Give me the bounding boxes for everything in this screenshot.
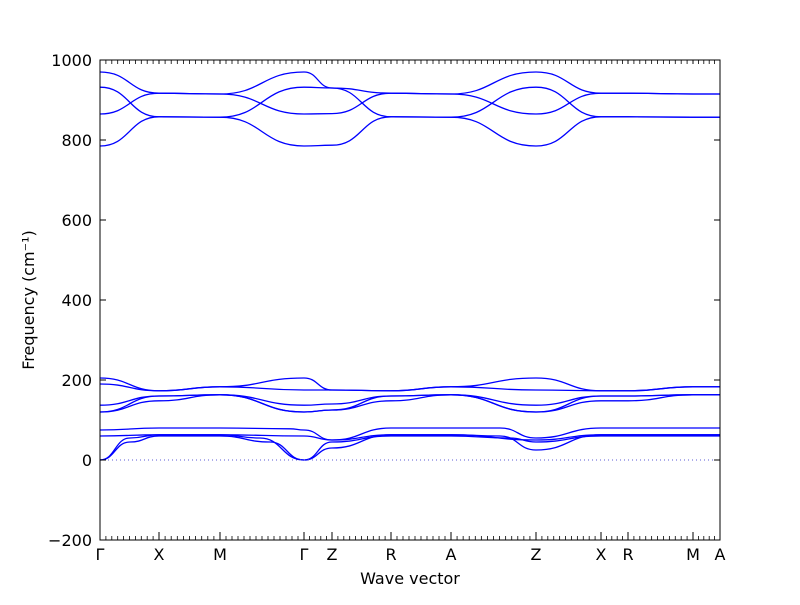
x-tick-label-A: A bbox=[715, 545, 726, 564]
y-tick-label: 600 bbox=[61, 211, 92, 230]
x-tick-label-M: M bbox=[686, 545, 700, 564]
y-tick-label: 1000 bbox=[51, 51, 92, 70]
x-tick-label-Z: Z bbox=[531, 545, 542, 564]
x-tick-label-Z: Z bbox=[327, 545, 338, 564]
x-tick-label-X: X bbox=[154, 545, 165, 564]
y-tick-label: 0 bbox=[82, 451, 92, 470]
band-line-10 bbox=[99, 427, 720, 441]
x-axis-label: Wave vector bbox=[360, 569, 460, 588]
y-tick-label: −200 bbox=[48, 531, 92, 550]
y-tick-label: 200 bbox=[61, 371, 92, 390]
band-line-13 bbox=[99, 435, 720, 461]
x-tick-label-A: A bbox=[446, 545, 457, 564]
band-line-3 bbox=[99, 92, 720, 115]
plot-frame bbox=[99, 59, 721, 541]
y-axis-label: Frequency (cm⁻¹) bbox=[19, 230, 38, 369]
y-tick-labels: −200 0 200 400 600 800 1000 bbox=[48, 51, 92, 550]
x-tick-label-Γ: Γ bbox=[300, 545, 309, 564]
x-tick-label-M: M bbox=[213, 545, 227, 564]
band-line-4 bbox=[99, 116, 720, 147]
axis-ticks bbox=[99, 59, 721, 541]
phonon-bands bbox=[99, 71, 720, 461]
x-tick-label-X: X bbox=[596, 545, 607, 564]
y-tick-label: 800 bbox=[61, 131, 92, 150]
band-line-6 bbox=[99, 383, 720, 392]
band-line-12 bbox=[99, 434, 720, 461]
x-tick-label-Γ: Γ bbox=[96, 545, 105, 564]
y-tick-label: 400 bbox=[61, 291, 92, 310]
x-tick-label-R: R bbox=[385, 545, 396, 564]
band-line-9 bbox=[99, 394, 720, 413]
x-tick-label-R: R bbox=[622, 545, 633, 564]
